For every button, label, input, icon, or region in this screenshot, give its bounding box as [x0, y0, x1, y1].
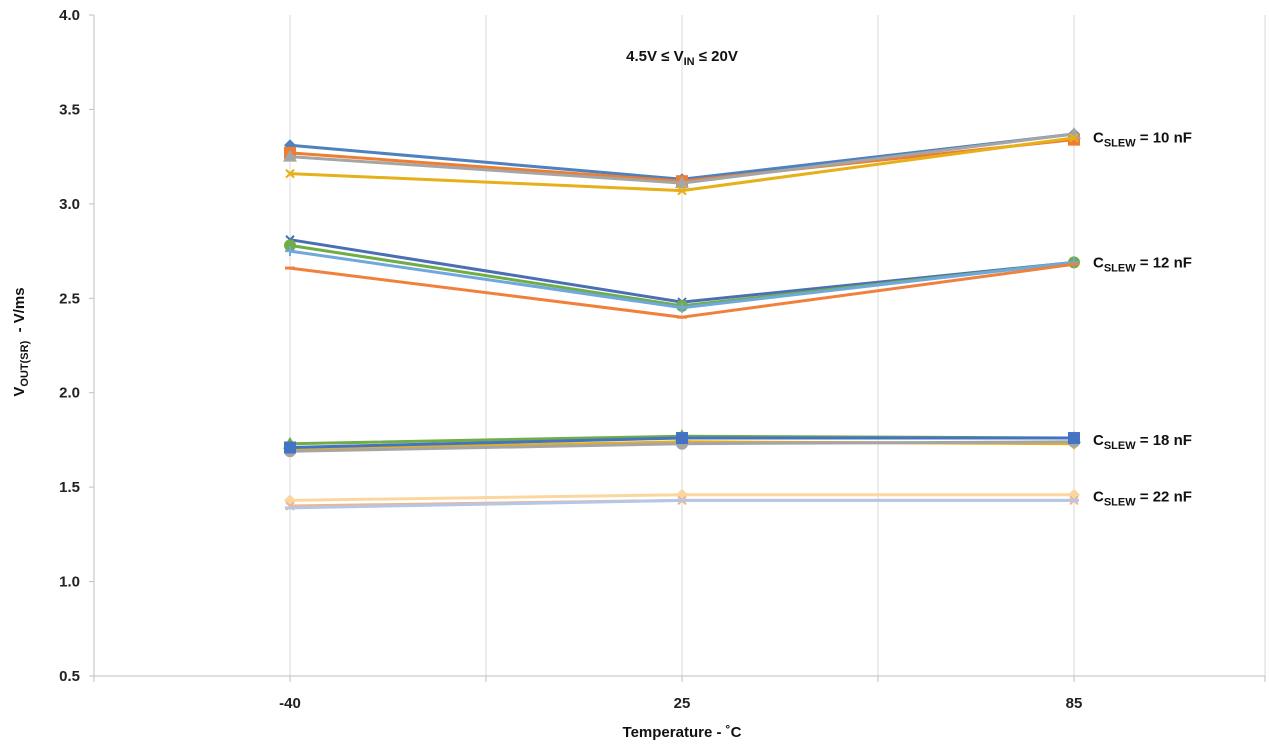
series-2-point-0: [283, 149, 297, 162]
y-tick-label-1: 1.0: [59, 574, 80, 591]
series-6-point-0: [285, 246, 295, 257]
y-tick-label-2: 1.5: [59, 479, 80, 496]
x-tick-label-2: 85: [1066, 695, 1083, 712]
y-tick-label-7: 4.0: [59, 7, 80, 24]
cslew-label-3: CSLEW = 22 nF: [1093, 488, 1192, 508]
cslew-label-1-sub: SLEW: [1104, 262, 1136, 274]
cslew-label-0: CSLEW = 10 nF: [1093, 130, 1192, 150]
x-tick-label-0: -40: [279, 695, 301, 712]
series-2-point-1: [675, 176, 689, 189]
cslew-label-3-sub: SLEW: [1104, 496, 1136, 508]
series-6: [285, 246, 1079, 313]
series-3: [285, 133, 1079, 196]
y-tick-label-0: 0.5: [59, 668, 80, 685]
cslew-label-2: CSLEW = 18 nF: [1093, 432, 1192, 452]
series-3-point-2: [1069, 133, 1079, 143]
series-11: [284, 432, 1080, 454]
condition-post: ≤ 20V: [695, 48, 738, 65]
y-axis-title-rest: - V/ms: [11, 287, 28, 340]
y-tick-label-6: 3.5: [59, 101, 80, 118]
x-tick-label-1: 25: [674, 695, 691, 712]
cslew-label-1-main: C: [1093, 254, 1104, 271]
cslew-label-3-main: C: [1093, 488, 1104, 505]
cslew-label-2-sub: SLEW: [1104, 440, 1136, 452]
grid-lines: [93, 15, 1266, 676]
condition-label: 4.5V ≤ VIN ≤ 20V: [626, 48, 738, 68]
axes: [89, 14, 1266, 682]
y-tick-label-4: 2.5: [59, 290, 80, 307]
cslew-label-2-main: C: [1093, 432, 1104, 449]
cslew-label-0-main: C: [1093, 130, 1104, 147]
series-7: [285, 262, 1079, 319]
x-axis-title: Temperature - ˚C: [623, 724, 742, 741]
series-11-point-2: [1068, 432, 1080, 445]
series-6-point-1: [677, 302, 687, 313]
x-tick-labels: -40 25 85: [279, 695, 1082, 712]
y-tick-label-5: 3.0: [59, 196, 80, 213]
condition-pre: 4.5V ≤ V: [626, 48, 683, 65]
series-2-point-2: [1067, 126, 1081, 139]
cslew-label-0-value: = 10 nF: [1136, 130, 1192, 147]
y-axis-title-main: V: [11, 387, 28, 397]
series-11-point-0: [284, 441, 296, 454]
series-5-point-0: [284, 239, 296, 252]
y-tick-labels: 0.5 1.0 1.5 2.0 2.5 3.0 3.5 4.0: [59, 7, 80, 685]
y-axis-title-sub: OUT(SR): [19, 340, 31, 386]
cslew-label-2-value: = 18 nF: [1136, 432, 1192, 449]
y-tick-label-3: 2.0: [59, 385, 80, 402]
series-3-point-1: [677, 185, 687, 196]
series-3-point-0: [285, 168, 295, 179]
series-14: [285, 498, 1079, 510]
data-series: [283, 126, 1081, 511]
cslew-label-0-sub: SLEW: [1104, 138, 1136, 150]
cslew-label-1: CSLEW = 12 nF: [1093, 254, 1192, 274]
cslew-label-1-value: = 12 nF: [1136, 254, 1192, 271]
cslew-label-3-value: = 22 nF: [1136, 488, 1192, 505]
condition-sub: IN: [684, 56, 695, 68]
series-11-point-1: [676, 432, 688, 445]
series-2: [283, 126, 1081, 189]
y-axis-title: VOUT(SR) - V/ms: [11, 287, 31, 396]
